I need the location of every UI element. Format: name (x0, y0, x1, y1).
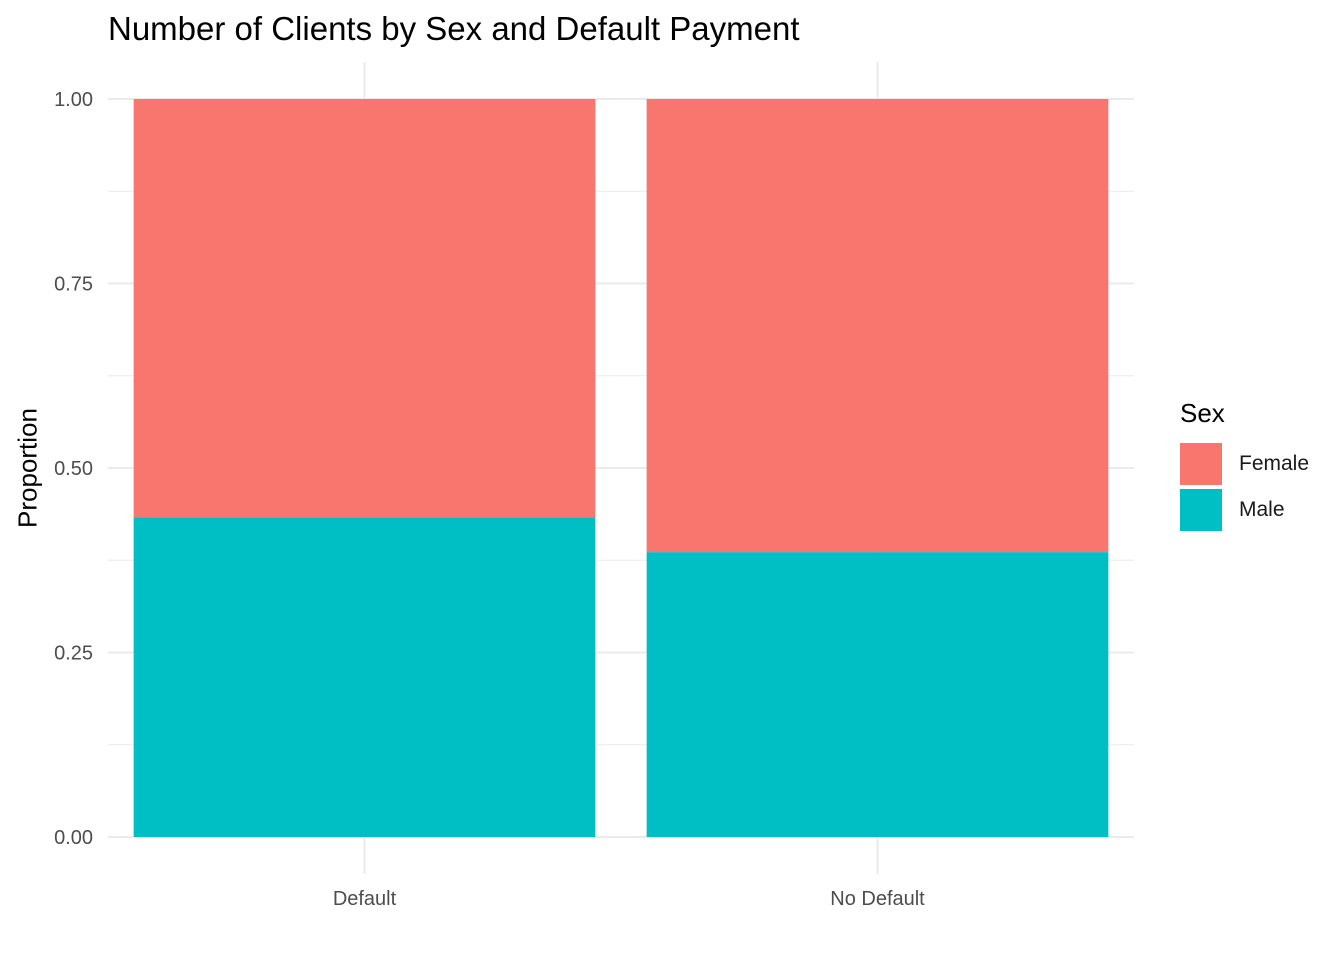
y-tick-label: 0.50 (54, 458, 93, 480)
y-tick-label: 0.75 (54, 274, 93, 296)
y-tick-label: 0.25 (54, 643, 93, 665)
x-tick-label: Default (333, 888, 397, 910)
legend-swatch-female (1180, 443, 1222, 485)
legend-item-female: Female (1180, 441, 1309, 487)
legend-label-female: Female (1239, 452, 1310, 475)
bar-female-no-default (646, 99, 1109, 553)
bar-male-no-default (646, 552, 1109, 837)
legend-title: Sex (1180, 398, 1225, 428)
y-tick-label: 1.00 (54, 89, 93, 111)
bar-female-default (133, 99, 596, 518)
legend: Sex Female Male (1180, 398, 1309, 533)
y-tick-label: 0.00 (54, 827, 93, 849)
legend-item-male: Male (1180, 487, 1309, 533)
bar-male-default (133, 517, 596, 837)
chart-title: Number of Clients by Sex and Default Pay… (108, 10, 800, 47)
x-tick-label: No Default (830, 888, 925, 910)
legend-label-male: Male (1239, 498, 1285, 521)
legend-swatch-male (1180, 489, 1222, 531)
